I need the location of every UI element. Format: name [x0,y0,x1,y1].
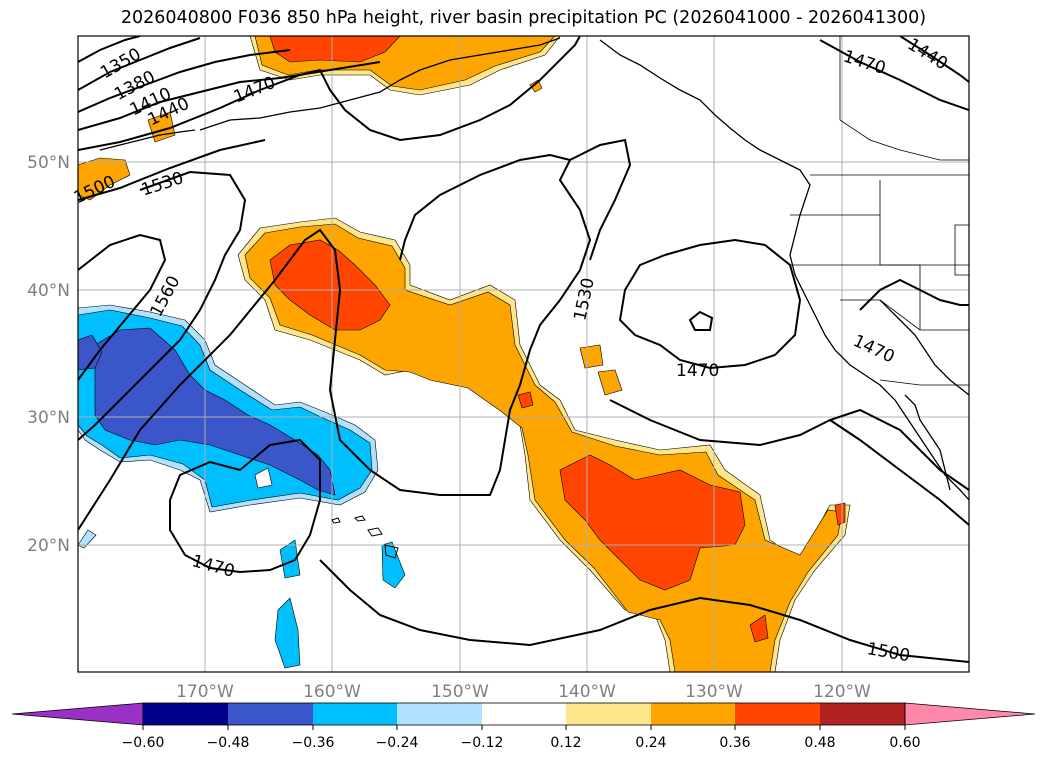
colorbar-segment [482,703,566,725]
contour-lower-right [829,419,969,526]
contour-label: 1470 [676,361,719,381]
lat-tick-label: 30°N [27,408,70,428]
contour-1350 [78,36,141,63]
colorbar-tick-label: 0.12 [550,735,581,751]
lon-tick-label: 130°W [685,682,743,702]
lon-tick-label: 160°W [303,682,361,702]
height-contours [78,36,969,663]
shade-neg-frag3 [274,597,301,669]
colorbar-segment [313,703,397,725]
lat-tick-label: 50°N [27,153,70,173]
shade-neg-hole [254,467,273,489]
map-frame [77,35,970,673]
contour-1530-mid [78,138,632,531]
colorbar-segment [397,703,482,725]
lon-tick-label: 150°W [431,682,489,702]
shade-central-dark-north [269,239,391,331]
coast-inner [879,299,969,396]
contour-1380 [78,37,201,91]
colorbar-segment [228,703,313,725]
colorbar-segment [735,703,820,725]
map-plot-area [78,36,969,672]
shade-island3 [529,79,543,93]
lat-tick-label: 40°N [27,281,70,301]
shade-dark-small2 [749,614,769,643]
contour-1410 [78,49,291,113]
colorbar: −0.60 −0.48 −0.36 −0.24 −0.12 0.12 0.24 … [11,702,1036,751]
contour-1500 [78,139,266,201]
coast-aleutians [99,129,196,151]
lon-tick-label: 170°W [176,682,234,702]
shade-island1 [579,344,604,369]
colorbar-tick-label: 0.24 [635,735,666,751]
border-state5 [954,224,969,276]
shade-nw-blob1 [147,111,176,143]
contour-1470-east [618,238,802,370]
colorbar-tick-label: 0.36 [719,735,750,751]
shade-dark-small1 [517,391,534,409]
colorbar-tick-label: −0.24 [376,735,419,751]
colorbar-tick-label: −0.60 [122,735,165,751]
border-canada [839,119,969,161]
coastlines [99,37,969,501]
shade-alaska-dark [269,36,401,63]
contour-1470-north [78,36,581,151]
lon-tick-label: 140°W [558,682,616,702]
contour-1530-west [78,170,247,441]
colorbar-min-extend [11,702,144,726]
colorbar-tick-label: 0.60 [889,735,920,751]
shade-island2 [597,369,623,396]
colorbar-max-extend [904,702,1036,726]
shade-neg-frag1 [279,539,301,579]
contour-1440-ne [899,36,969,83]
shade-central-dark-south [559,454,746,591]
colorbar-tick-label: −0.36 [292,735,335,751]
shade-neg-dark-west [78,334,103,371]
colorbar-segment [651,703,735,725]
latitude-labels: 50°N 40°N 30°N 20°N [27,153,70,556]
longitude-labels: 170°W 160°W 150°W 140°W 130°W 120°W [176,682,871,702]
contour-1470-ne [819,39,969,111]
coast-panhandle [599,39,811,201]
lon-tick-label: 120°W [813,682,871,702]
shade-neg-frag2 [381,541,406,589]
colorbar-frame [142,702,906,726]
contour-1470-loop [688,310,714,331]
contour-1500-south [319,559,969,663]
colorbar-segment [143,703,228,725]
shade-nw-blob2 [78,157,131,201]
colorbar-segment [820,703,905,725]
colorbar-tick-label: 0.48 [804,735,835,751]
colorbar-ticks [142,725,906,730]
contour-1470-low [169,438,321,574]
political-borders [790,36,969,386]
colorbar-tick-label: −0.48 [207,735,250,751]
coast-alaska [199,37,561,131]
border-state4 [840,299,969,331]
precip-shading [78,36,851,672]
contour-1470-se [859,278,969,311]
contour-1560 [78,233,167,381]
contour-1470-se2 [609,399,969,491]
contour-1530-east [399,153,571,261]
coast-westcoast [789,199,969,501]
shade-neg-frag4 [78,529,97,549]
colorbar-segment [566,703,651,725]
border-state3 [879,215,921,330]
colorbar-tick-label: −0.12 [461,735,504,751]
hawaii-islands [331,515,399,559]
coast-baja [904,394,951,491]
map-title: 2026040800 F036 850 hPa height, river ba… [120,8,927,28]
lat-tick-label: 20°N [27,536,70,556]
border-mexico [879,379,969,386]
